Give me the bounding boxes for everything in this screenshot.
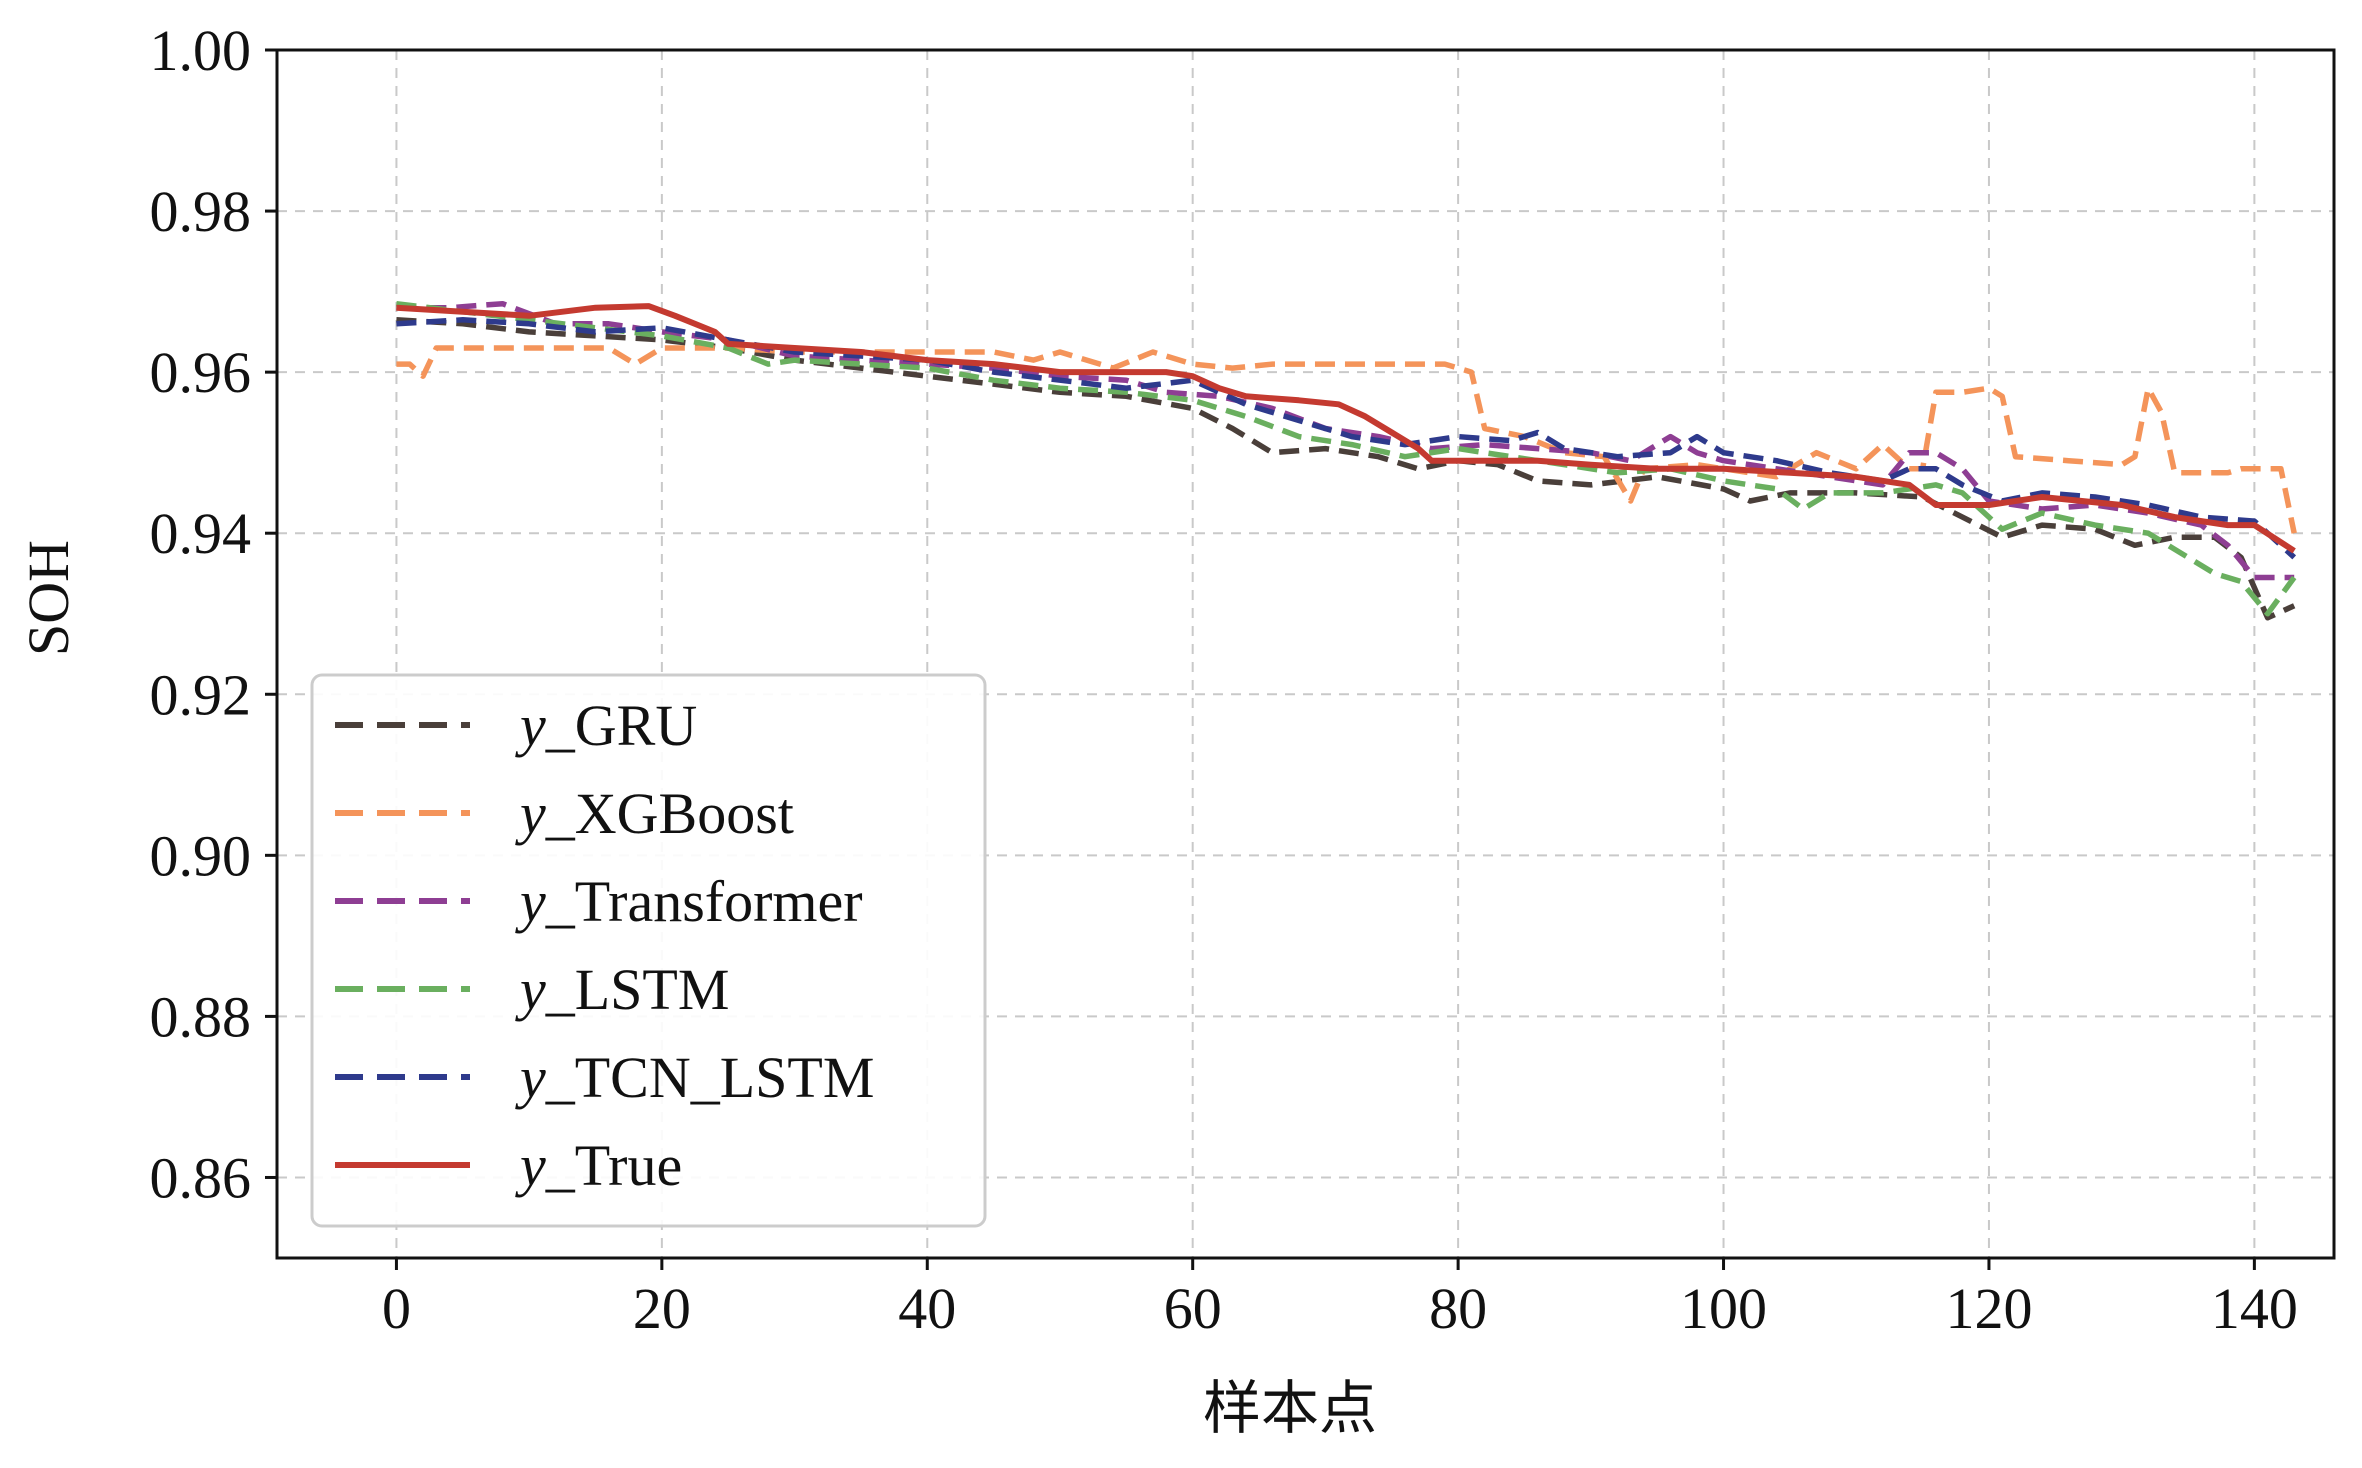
y-tick-label: 1.00 <box>150 18 252 83</box>
y-tick-label: 0.98 <box>150 179 252 244</box>
series-line-y-tcn-lstm <box>396 317 2297 560</box>
series-line-y-true <box>396 303 2296 554</box>
x-tick-label: 40 <box>898 1276 956 1341</box>
series-lines <box>396 300 2297 621</box>
x-tick-label: 20 <box>633 1276 691 1341</box>
legend-label: y_True <box>515 1133 682 1198</box>
plot-frame <box>275 48 2336 1260</box>
legend-label: y_Transformer <box>515 869 863 934</box>
legend-box <box>310 673 987 1228</box>
legend-label: y_LSTM <box>515 957 729 1022</box>
x-tick-label: 60 <box>1164 1276 1222 1341</box>
legend-label: y_GRU <box>515 693 697 758</box>
legend: y_GRU y_XGBoost y_Transformer y_LSTM y_TCN_L… <box>310 673 987 1228</box>
x-tick-label: 120 <box>1945 1276 2032 1341</box>
legend-label: y_TCN_LSTM <box>515 1045 874 1110</box>
y-tick-label: 0.86 <box>150 1145 252 1210</box>
x-axis-title: 样本点 <box>1203 1374 1377 1442</box>
x-tick-label: 0 <box>382 1276 411 1341</box>
y-tick-label: 0.96 <box>150 340 252 405</box>
x-tick-label: 100 <box>1680 1276 1767 1341</box>
y-axis-title: SOH <box>16 540 81 656</box>
x-tick-label: 80 <box>1429 1276 1487 1341</box>
axis-ticks: 0 20 40 60 80 100 120 140 0.86 0.88 0.90 0.92 0.94 0.… <box>150 18 2298 1341</box>
y-tick-label: 0.90 <box>150 823 252 888</box>
y-tick-label: 0.92 <box>150 662 252 727</box>
legend-label: y_XGBoost <box>515 781 794 846</box>
y-tick-label: 0.88 <box>150 984 252 1049</box>
y-tick-label: 0.94 <box>150 501 252 566</box>
x-tick-label: 140 <box>2211 1276 2298 1341</box>
